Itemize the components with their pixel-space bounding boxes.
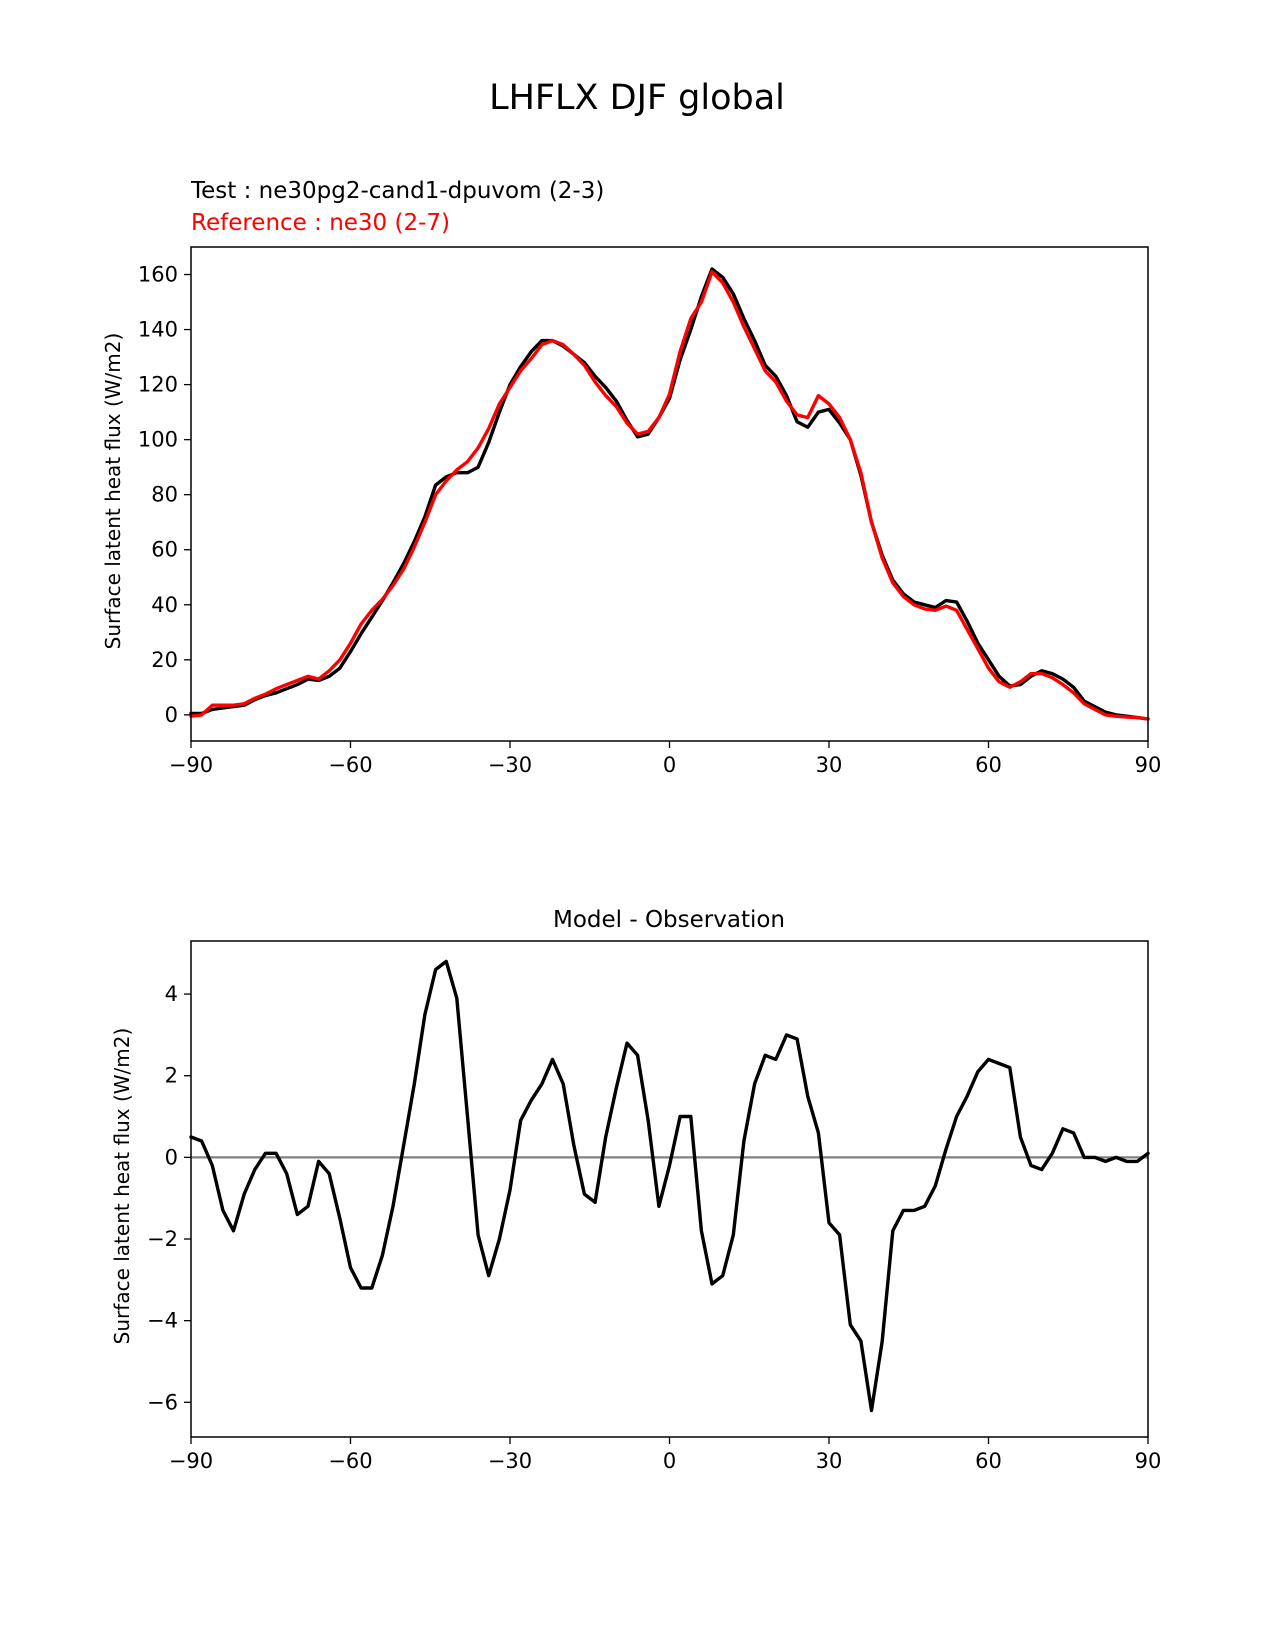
- bottom-subtitle: Model - Observation: [553, 907, 785, 933]
- legend-reference: Reference : ne30 (2-7): [191, 210, 450, 236]
- top-y-tick-label: 40: [151, 593, 178, 617]
- top-y-tick-label: 140: [138, 318, 178, 342]
- bottom-x-tick-label: 90: [1135, 1449, 1162, 1473]
- top-y-tick-label: 100: [138, 428, 178, 452]
- bottom-x-tick-label: −30: [488, 1449, 532, 1473]
- top-y-tick-label: 60: [151, 538, 178, 562]
- bottom-x-tick-label: −90: [169, 1449, 213, 1473]
- top-x-tick-label: 0: [663, 753, 676, 777]
- bottom-y-tick-label: −6: [147, 1390, 178, 1414]
- bottom-plot-area: −90 −60 −30 0 30 60 90 −6 −4 −2 0 2 4: [147, 959, 1162, 1473]
- bottom-x-tick-label: 0: [663, 1449, 676, 1473]
- top-y-tick-label: 20: [151, 648, 178, 672]
- top-x-tick-label: 60: [975, 753, 1002, 777]
- top-y-tick-label: 120: [138, 373, 178, 397]
- bottom-y-tick-label: 2: [165, 1064, 178, 1088]
- top-x-tick-label: −60: [328, 753, 372, 777]
- top-x-tick-label: −90: [169, 753, 213, 777]
- bottom-x-tick-label: −60: [328, 1449, 372, 1473]
- top-plot-area: −90 −60 −30 0 30 60 90 0 20 40 60 80 100 120 140 160: [138, 263, 1161, 777]
- bottom-y-tick-label: 4: [165, 982, 178, 1006]
- top-y-tick-label: 160: [138, 263, 178, 287]
- bottom-plot-frame: [190, 940, 1149, 1438]
- top-y-tick-label: 0: [165, 703, 178, 727]
- legend-test: Test : ne30pg2-cand1-dpuvom (2-3): [190, 178, 604, 204]
- bottom-x-tick-label: 30: [816, 1449, 843, 1473]
- top-x-tick-label: 90: [1135, 753, 1162, 777]
- bottom-series-model-observation: [189, 959, 1150, 1413]
- top-x-tick-label: −30: [488, 753, 532, 777]
- top-panel: Test : ne30pg2-cand1-dpuvom (2-3) Refere…: [101, 178, 1161, 777]
- bottom-y-tick-label: 0: [165, 1145, 178, 1169]
- bottom-panel: Model - Observation Surface latent heat …: [110, 907, 1161, 1473]
- bottom-x-tick-label: 60: [975, 1449, 1002, 1473]
- bottom-y-tick-label: −4: [147, 1309, 178, 1333]
- top-x-tick-label: 30: [816, 753, 843, 777]
- top-y-tick-label: 80: [151, 483, 178, 507]
- figure-title: LHFLX DJF global: [489, 78, 785, 118]
- top-plot-frame: [190, 246, 1149, 742]
- bottom-y-axis-label: Surface latent heat flux (W/m2): [110, 1028, 134, 1345]
- top-series-reference: [189, 270, 1150, 721]
- top-series-test: [189, 267, 1150, 721]
- top-y-axis-label: Surface latent heat flux (W/m2): [101, 333, 125, 650]
- bottom-y-tick-label: −2: [147, 1227, 178, 1251]
